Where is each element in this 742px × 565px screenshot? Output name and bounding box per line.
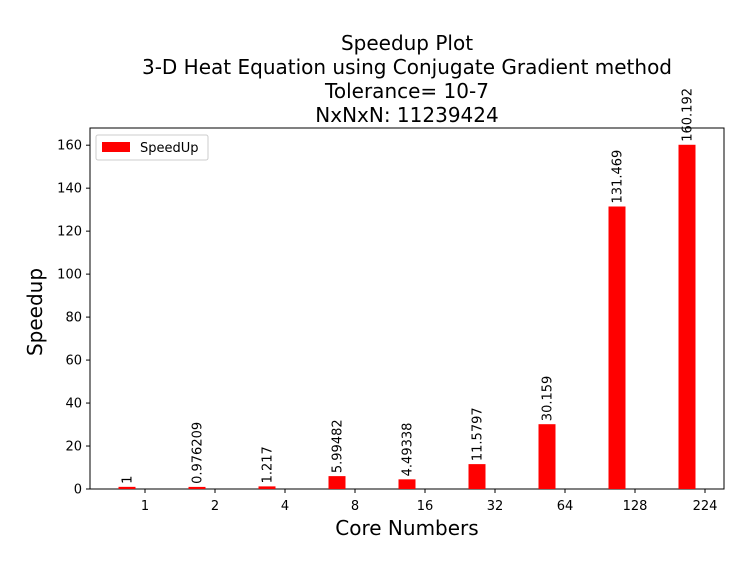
value-label-4: 1.217 (261, 446, 276, 483)
bar-64 (538, 424, 556, 489)
x-tick-label: 224 (693, 499, 718, 514)
bar-4 (258, 486, 276, 489)
bar-group (118, 144, 696, 490)
bar-16 (398, 479, 416, 489)
x-tick-label: 4 (281, 499, 289, 514)
bar-8 (328, 476, 346, 489)
y-tick-label: 140 (57, 182, 82, 197)
bar-224 (678, 144, 696, 490)
legend-label: SpeedUp (140, 141, 199, 156)
value-label-64: 30.159 (541, 376, 556, 422)
y-tick-label: 120 (57, 225, 82, 240)
title-line-2: 3-D Heat Equation using Conjugate Gradie… (142, 55, 672, 79)
x-tick-label: 64 (557, 499, 574, 514)
value-label-2: 0.976209 (191, 422, 206, 484)
x-tick-label: 2 (211, 499, 219, 514)
bar-1 (118, 486, 136, 489)
y-tick-label: 100 (57, 268, 82, 283)
value-label-1: 1 (121, 476, 136, 484)
y-axis-label: Speedup (23, 268, 47, 356)
value-label-8: 5.99482 (331, 419, 346, 473)
y-tick-label: 160 (57, 139, 82, 154)
x-tick-label: 16 (417, 499, 434, 514)
y-tick-label: 80 (65, 311, 82, 326)
y-tick-label: 40 (65, 397, 82, 412)
title-line-3: Tolerance= 10-7 (324, 79, 489, 103)
y-tick-label: 60 (65, 354, 82, 369)
x-tick-label: 128 (623, 499, 648, 514)
legend: SpeedUp (95, 134, 209, 161)
bar-2 (188, 486, 206, 489)
bar-32 (468, 464, 486, 489)
value-label-32: 11.5797 (471, 407, 486, 461)
x-tick-label: 1 (141, 499, 149, 514)
y-tick-label: 0 (74, 483, 82, 498)
value-label-128: 131.469 (611, 150, 626, 204)
title-line-1: Speedup Plot (341, 31, 473, 55)
value-label-16: 4.49338 (401, 423, 416, 477)
value-label-224: 160.192 (681, 88, 696, 142)
y-axis: 0 20 40 60 80 100 120 140 160 (57, 139, 90, 498)
y-tick-label: 20 (65, 440, 82, 455)
legend-swatch (102, 142, 130, 152)
x-tick-label: 8 (351, 499, 359, 514)
title-line-4: NxNxN: 11239424 (315, 103, 498, 127)
x-axis-label: Core Numbers (335, 516, 478, 540)
x-tick-label: 32 (487, 499, 504, 514)
x-axis: 1 2 4 8 16 32 64 128 224 (141, 489, 718, 514)
data-label-group: 1 0.976209 1.217 5.99482 4.49338 11.5797 30.15… (121, 88, 696, 484)
bar-128 (608, 206, 626, 489)
legend-box (95, 134, 209, 161)
